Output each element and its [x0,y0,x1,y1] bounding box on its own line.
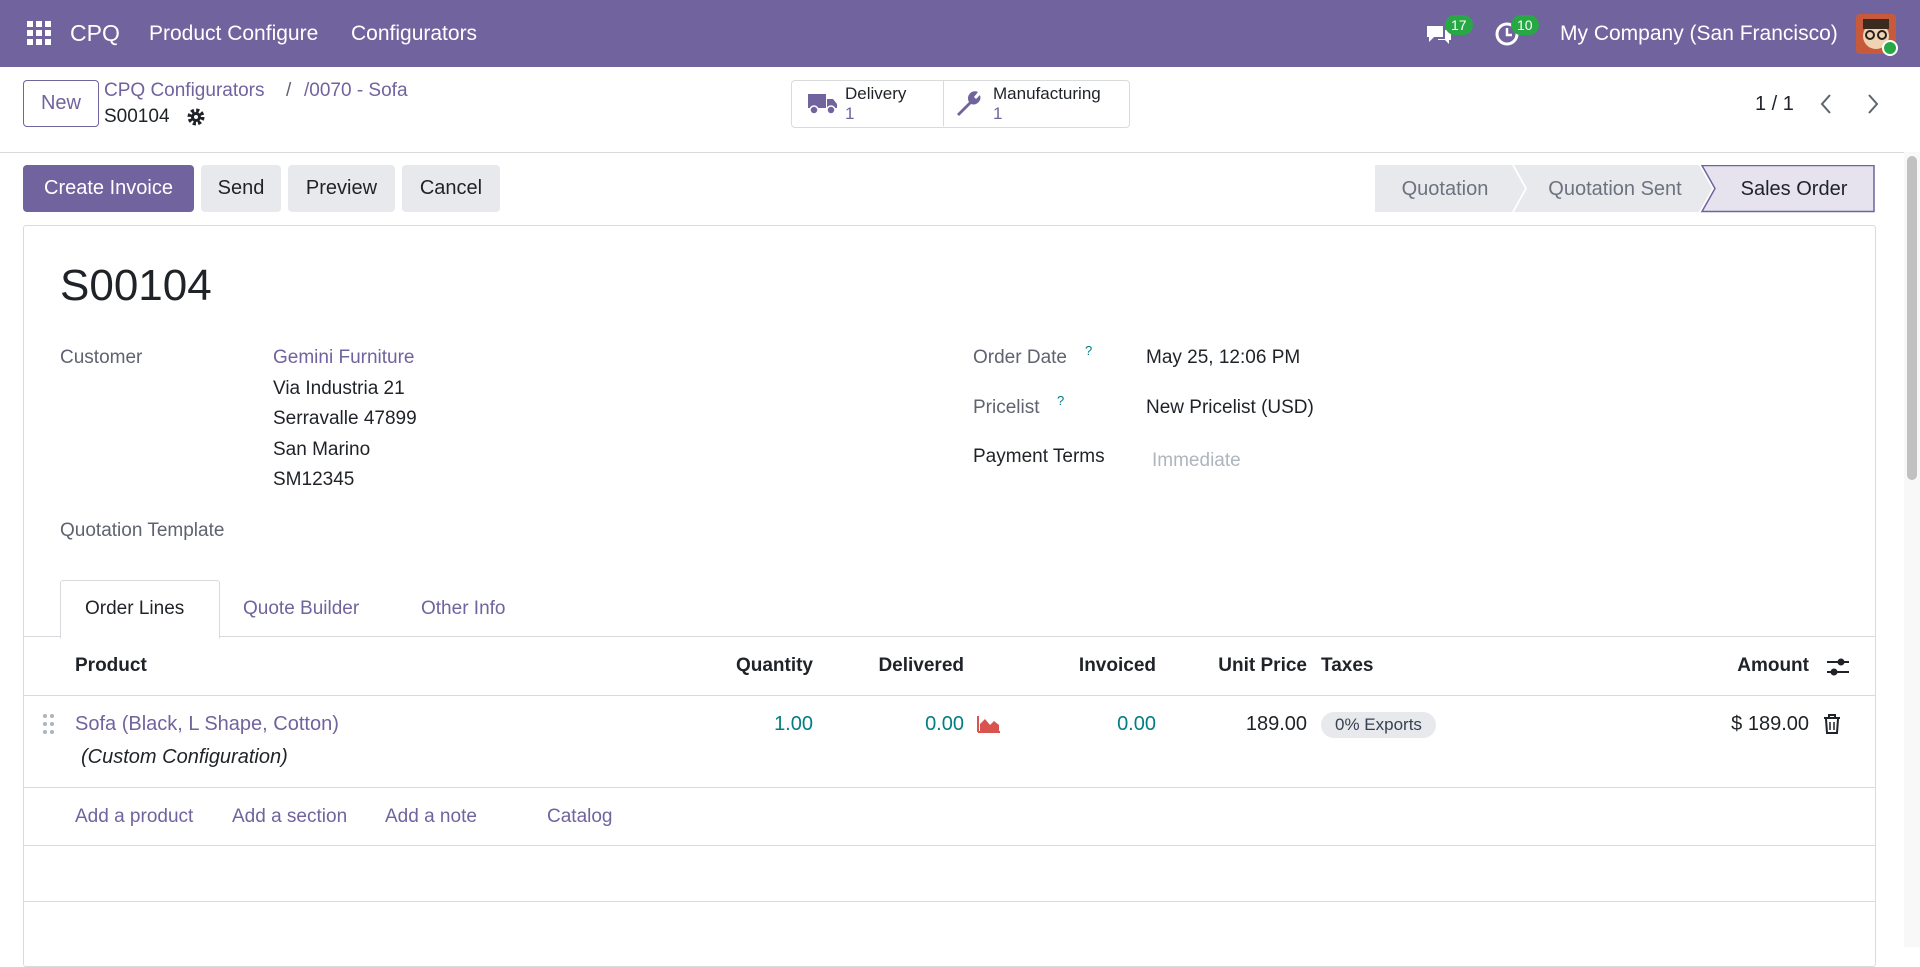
invoiced[interactable]: 0.00 [1117,713,1156,735]
divider [943,81,944,126]
address-line: San Marino [273,439,371,460]
drag-handle[interactable] [42,713,56,735]
smart-button-count[interactable]: 1 [993,104,1003,123]
column-header[interactable]: Delivered [878,655,964,676]
menu-item[interactable]: Product Configure [149,22,319,45]
field-label: Quotation Template [60,520,225,541]
column-header[interactable]: Amount [1737,655,1809,676]
form-title: S00104 [60,261,212,310]
help-mark[interactable]: ? [1057,393,1065,408]
app-name[interactable]: CPQ [70,20,120,46]
field-label: Pricelist [973,397,1040,418]
add-line-link[interactable]: Add a section [232,806,348,827]
menu-item[interactable]: Configurators [351,22,478,45]
breadcrumb[interactable]: CPQ Configurators [104,80,265,101]
field-value[interactable]: May 25, 12:06 PM [1146,347,1301,368]
customer-name[interactable]: Gemini Furniture [273,347,415,368]
tab[interactable]: Quote Builder [243,598,360,619]
action-button[interactable]: Cancel [402,165,500,212]
wrench-icon [957,91,981,116]
tab[interactable]: Order Lines [85,598,185,619]
row-border [23,845,1876,846]
row-border [23,787,1876,788]
status-step[interactable] [1700,165,1875,213]
breadcrumb[interactable]: /0070 - Sofa [304,80,408,101]
tab[interactable]: Other Info [421,598,506,619]
quantity[interactable]: 1.00 [774,713,813,735]
field-label: Payment Terms [973,446,1105,467]
column-header[interactable]: Invoiced [1078,655,1156,676]
smart-buttons [791,80,1130,128]
active-tab [60,580,220,639]
status-step[interactable] [1514,165,1712,212]
status-bar: Quotation Quotation Sent Sales Order [1375,165,1875,213]
field-value[interactable]: New Pricelist (USD) [1146,397,1314,418]
new-button[interactable]: New [23,80,99,127]
field-label: Order Date [973,347,1067,368]
messages-icon[interactable] [1425,22,1453,46]
avatar[interactable] [1856,14,1898,56]
activities-badge: 10 [1511,15,1539,35]
column-header[interactable]: Product [75,655,147,676]
smart-button-label[interactable]: Delivery [845,84,907,103]
action-button[interactable]: Preview [288,165,395,212]
action-button[interactable]: Send [201,165,281,212]
status-label: Quotation [1402,178,1489,200]
column-header[interactable]: Taxes [1321,655,1374,676]
row-border [23,695,1876,696]
status-label: Quotation Sent [1548,178,1682,200]
pager-arrows[interactable] [1817,92,1887,116]
column-header[interactable]: Quantity [735,655,813,676]
help-mark[interactable]: ? [1085,343,1093,358]
tabs-border [23,636,1876,637]
amount: $ 189.00 [1731,713,1809,735]
delivered[interactable]: 0.00 [925,713,964,735]
status-step[interactable] [1375,165,1525,212]
product-name[interactable]: Sofa (Black, L Shape, Cotton) [75,713,339,735]
address-line: Via Industria 21 [273,378,405,399]
navbar: CPQ Product Configure Configurators 17 1… [0,0,1920,67]
scrollbar-thumb[interactable] [1907,156,1917,480]
smart-button-count[interactable]: 1 [845,104,855,123]
messages-badge: 17 [1445,15,1473,35]
record-name: S00104 [104,106,170,127]
unit-price[interactable]: 189.00 [1245,713,1307,735]
tax-tag[interactable]: 0% Exports [1321,712,1436,738]
field-label: Customer [60,347,143,368]
form-sheet [23,225,1876,967]
address-line: SM12345 [273,469,355,490]
action-button[interactable]: Create Invoice [23,165,194,212]
row-border [23,901,1876,902]
column-header[interactable]: Unit Price [1218,655,1307,676]
field-placeholder[interactable]: Immediate [1152,450,1241,471]
truck-icon [808,94,837,115]
line-description: (Custom Configuration) [81,746,288,768]
address-line: Serravalle 47899 [273,408,417,429]
add-line-link[interactable]: Catalog [547,806,613,827]
optional-columns-icon[interactable] [1826,656,1850,678]
pager: 1 / 1 [1755,93,1794,115]
delete-icon[interactable] [1823,714,1841,734]
smart-button-label[interactable]: Manufacturing [993,84,1101,103]
control-panel-border [0,152,1920,153]
apps-icon[interactable] [27,21,51,45]
breadcrumb-separator: / [286,80,292,101]
gear-icon[interactable] [186,107,206,127]
status-label: Sales Order [1741,178,1848,200]
company-name[interactable]: My Company (San Francisco) [1560,22,1838,45]
add-line-link[interactable]: Add a product [75,806,194,827]
add-line-link[interactable]: Add a note [385,806,477,827]
forecast-icon[interactable] [977,714,1001,734]
